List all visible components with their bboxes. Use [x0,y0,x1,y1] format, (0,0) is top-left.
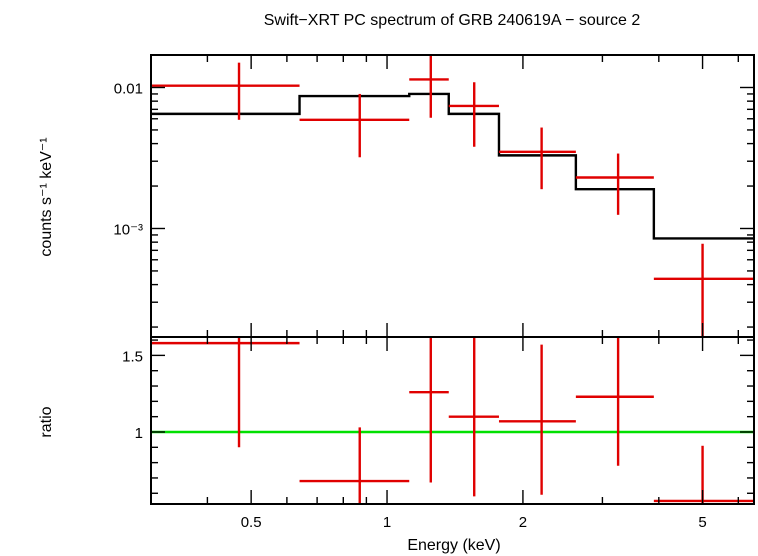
model-step-line [151,92,754,240]
ratio-frame [150,336,755,505]
ratio-y-tick-label: 1.5 [122,348,143,365]
y-tick-label: 0.01 [114,80,143,97]
spectrum-y-label: counts s⁻¹ keV⁻¹ [38,137,55,256]
ratio-point-7 [653,445,754,504]
ratio-point-4 [448,337,499,497]
chart-title: Swift−XRT PC spectrum of GRB 240619A − s… [264,12,641,29]
spectrum-panel: 0.01 10⁻³ [113,54,755,338]
spectrum-point-4 [448,82,499,147]
y-tick-label: 10⁻³ [113,221,143,238]
spectrum-point-5 [498,127,576,190]
ratio-point-6 [575,337,654,466]
ratio-point-3 [409,337,449,483]
spectrum-point-6 [575,153,654,215]
x-tick-label: 0.5 [241,514,262,531]
x-tick-label: 2 [519,514,527,531]
spectrum-point-3 [409,55,449,118]
ratio-y-tick-label: 1 [135,425,143,442]
spectrum-point-2 [299,93,410,158]
x-axis-label: Energy (keV) [407,537,500,554]
x-tick-label: 5 [698,514,706,531]
ratio-panel: 1 1.5 0.5 1 2 5 [122,336,755,531]
ratio-point-2 [299,427,410,504]
x-tick-label: 1 [383,514,391,531]
spectrum-frame [150,54,755,338]
spectrum-point-1 [151,62,300,120]
ratio-point-5 [498,344,576,495]
spectrum-point-7 [653,243,754,337]
ratio-point-1 [151,337,300,448]
ratio-y-label: ratio [38,406,55,437]
